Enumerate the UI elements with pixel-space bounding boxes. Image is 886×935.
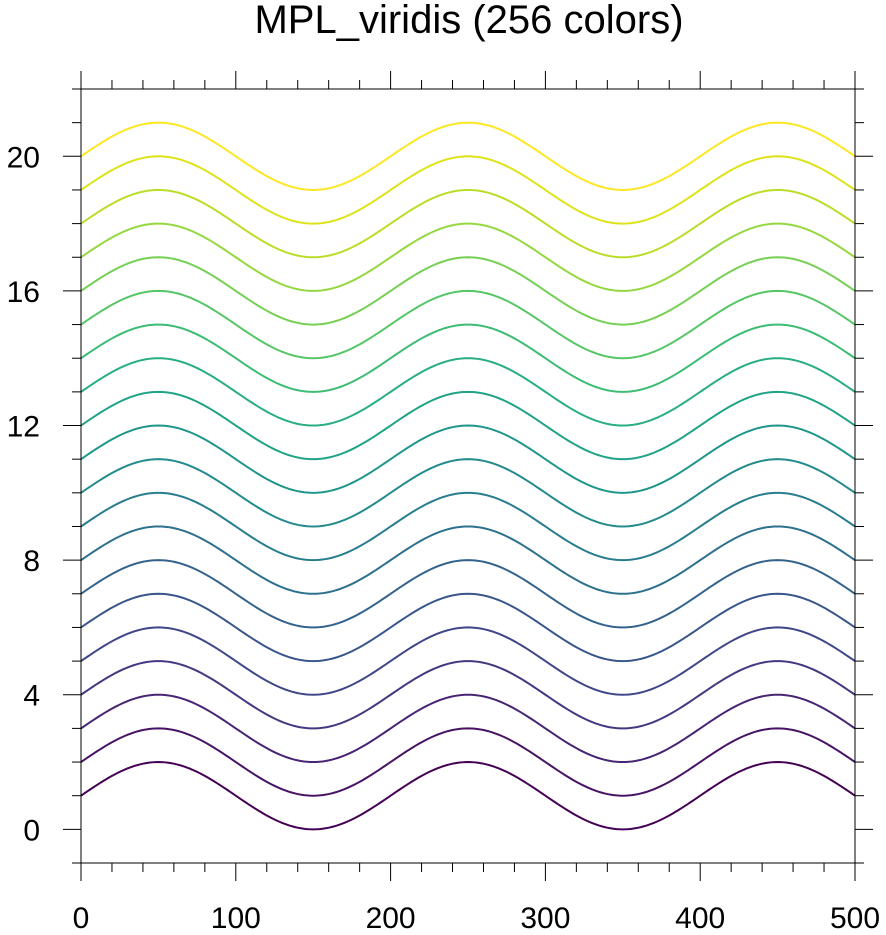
- y-tick-label: 12: [7, 411, 40, 444]
- series-line-20: [80, 121, 856, 191]
- series-line-5: [80, 626, 856, 696]
- chart-title: MPL_viridis (256 colors): [254, 0, 683, 42]
- x-tick-label: 300: [520, 902, 570, 935]
- series-line-16: [80, 256, 856, 326]
- series-line-1: [80, 761, 856, 831]
- x-tick-label: 400: [675, 902, 725, 935]
- series-line-13: [80, 357, 856, 427]
- series-line-19: [80, 155, 856, 225]
- plot-frame: [80, 88, 856, 864]
- series-layer: [80, 121, 856, 831]
- series-line-10: [80, 458, 856, 528]
- y-tick-label: 4: [23, 680, 40, 713]
- series-line-6: [80, 592, 856, 663]
- series-line-18: [80, 188, 856, 259]
- x-tick-label: 0: [73, 902, 90, 935]
- series-line-15: [80, 289, 856, 360]
- y-tick-label: 0: [23, 814, 40, 847]
- series-line-9: [80, 491, 856, 562]
- series-line-11: [80, 424, 856, 494]
- y-tick-label: 16: [7, 276, 40, 309]
- series-line-7: [80, 559, 856, 629]
- series-line-14: [80, 323, 856, 393]
- y-tick-label: 8: [23, 545, 40, 578]
- x-tick-label: 500: [830, 902, 880, 935]
- x-tick-label: 100: [211, 902, 261, 935]
- series-line-3: [80, 693, 856, 764]
- series-line-2: [80, 727, 856, 797]
- series-line-12: [80, 390, 856, 461]
- series-line-8: [80, 525, 856, 595]
- series-line-4: [80, 660, 856, 730]
- y-tick-label: 20: [7, 141, 40, 174]
- series-line-17: [80, 222, 856, 292]
- axes-layer: 0 100 200 300 400 500 0 4 8 12 16 20: [7, 71, 880, 935]
- x-tick-label: 200: [366, 902, 416, 935]
